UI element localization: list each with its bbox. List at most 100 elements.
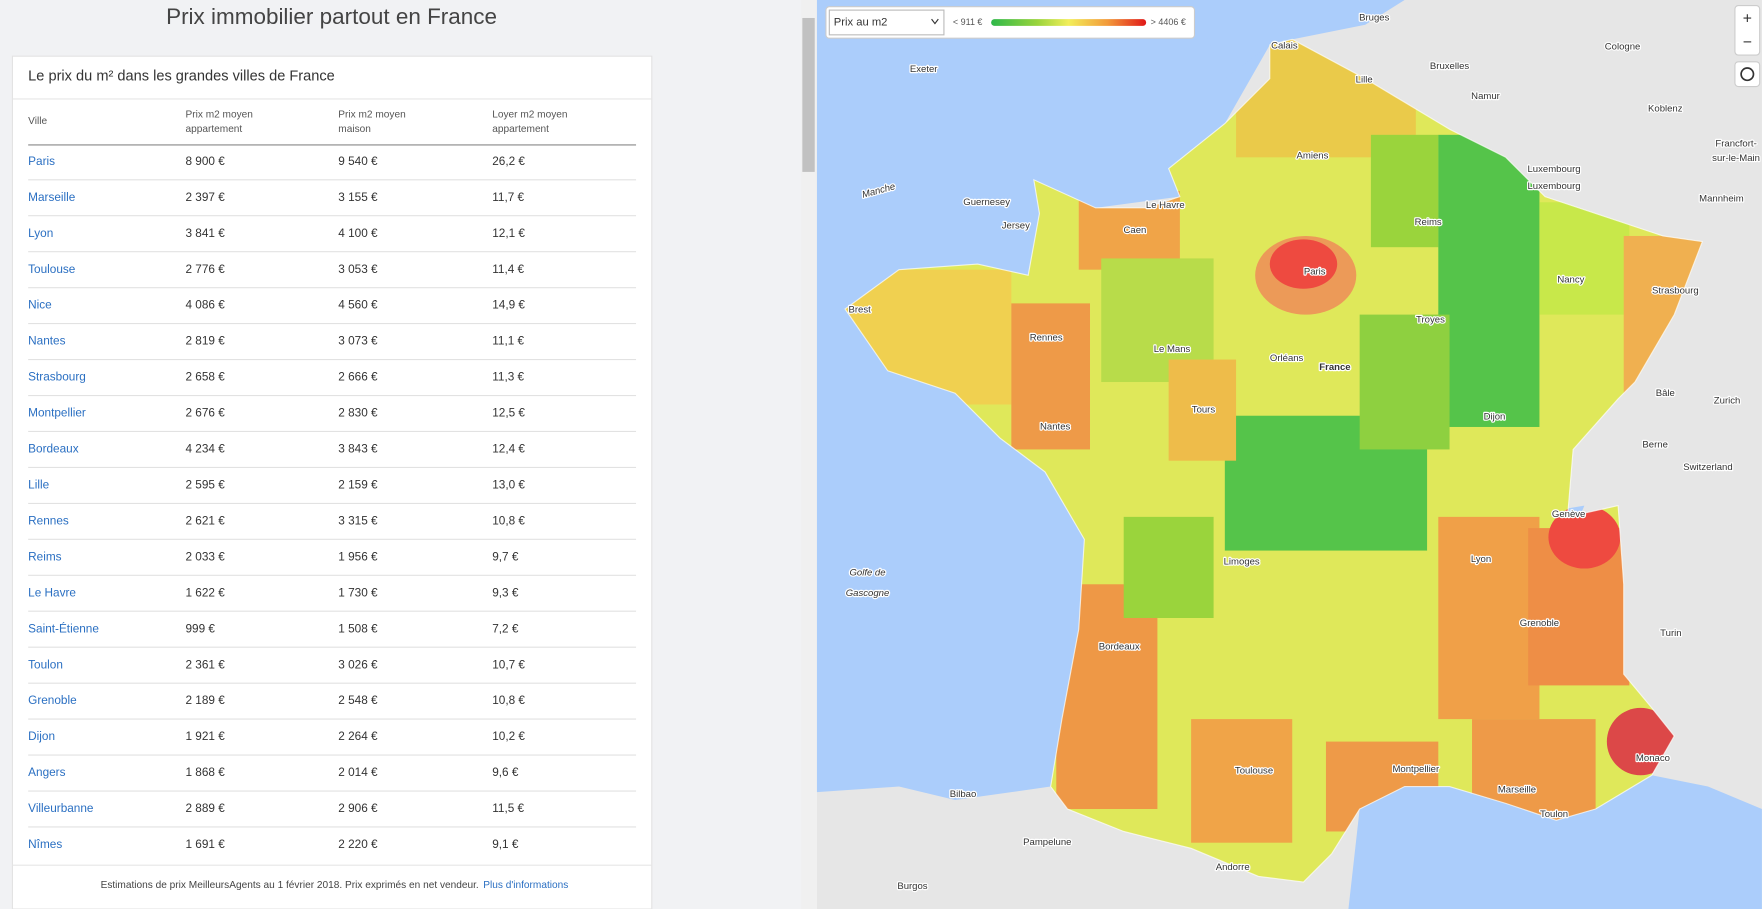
- table-cell: 2 397 €: [185, 191, 225, 204]
- table-cell: 12,5 €: [492, 407, 525, 420]
- table-cell: 9,1 €: [492, 838, 519, 851]
- legend-scale: [991, 19, 1147, 26]
- map-label: Mannheim: [1699, 193, 1744, 204]
- table-cell: 1 508 €: [338, 622, 378, 635]
- map-label: Lyon: [1471, 554, 1491, 565]
- city-link[interactable]: Toulon: [28, 658, 63, 671]
- table-cell: 1 691 €: [185, 838, 225, 851]
- table-cell: 2 264 €: [338, 730, 378, 743]
- table-cell: 2 776 €: [185, 263, 225, 276]
- city-link[interactable]: Lille: [28, 479, 49, 492]
- city-link[interactable]: Bordeaux: [28, 443, 79, 456]
- city-link[interactable]: Toulouse: [28, 263, 76, 276]
- city-link[interactable]: Le Havre: [28, 586, 76, 599]
- table-cell: 3 841 €: [185, 227, 225, 240]
- select[interactable]: [828, 9, 945, 36]
- table-cell: 3 026 €: [338, 658, 378, 671]
- map-label: Turin: [1660, 628, 1681, 639]
- map[interactable]: Bruges Calais Lille Bruxelles Namur Cologne Ko…: [816, 0, 1762, 909]
- table-cell: 10,8 €: [492, 694, 525, 707]
- city-link[interactable]: Rennes: [28, 514, 69, 527]
- legend-max: > 4406 €: [1151, 17, 1186, 27]
- map-label: Bâle: [1656, 388, 1675, 399]
- map-label: Luxembourg: [1528, 181, 1581, 192]
- city-link[interactable]: Villeurbanne: [28, 802, 94, 815]
- table-cell: 13,0 €: [492, 479, 525, 492]
- select-value[interactable]: Prix au m2: [834, 16, 888, 28]
- map-label: Tours: [1192, 405, 1216, 416]
- map-label: Exeter: [910, 64, 938, 75]
- map-label: Toulon: [1540, 809, 1568, 820]
- map-label: Guernesey: [963, 197, 1010, 208]
- city-link[interactable]: Paris: [28, 155, 55, 168]
- footer-note: Estimations de prix MeilleursAgents au 1…: [101, 880, 479, 891]
- city-link[interactable]: Saint-Étienne: [28, 622, 99, 635]
- map-label: Koblenz: [1648, 104, 1683, 115]
- table-cell: 2 906 €: [338, 802, 378, 815]
- table-cell: 2 220 €: [338, 838, 378, 851]
- table-cell: 3 315 €: [338, 514, 378, 527]
- table-cell: 999 €: [185, 622, 215, 635]
- table-cell: 3 053 €: [338, 263, 378, 276]
- table-cell: 11,1 €: [492, 335, 524, 348]
- table-cell: 11,7 €: [492, 191, 524, 204]
- map-label: Jersey: [1002, 220, 1030, 231]
- column-header: Loyer m2 moyen: [492, 109, 567, 120]
- table-cell: 10,7 €: [492, 658, 525, 671]
- table-cell: 2 361 €: [185, 658, 225, 671]
- city-link[interactable]: Strasbourg: [28, 371, 86, 384]
- table-cell: 3 073 €: [338, 335, 378, 348]
- table-cell: 4 234 €: [185, 443, 225, 456]
- map-label: Bilbao: [950, 789, 977, 800]
- map-label: Genève: [1552, 509, 1585, 520]
- table-cell: 26,2 €: [492, 155, 525, 168]
- zoom-in[interactable]: +: [1743, 10, 1752, 27]
- map-label: Troyes: [1416, 315, 1445, 326]
- scrollbar[interactable]: [801, 0, 817, 909]
- select-arrow: [931, 18, 939, 25]
- table-cell: 12,4 €: [492, 443, 525, 456]
- column-header: Prix m2 moyen: [185, 109, 252, 120]
- table-cell: 10,8 €: [492, 514, 525, 527]
- city-link[interactable]: Angers: [28, 766, 65, 779]
- city-link[interactable]: Lyon: [28, 227, 53, 240]
- page-title: Prix immobilier partout en France: [166, 4, 497, 29]
- city-link[interactable]: Dijon: [28, 730, 55, 743]
- table-cell: 9 540 €: [338, 155, 378, 168]
- map-label: Paris: [1304, 266, 1326, 277]
- table-cell: 4 100 €: [338, 227, 378, 240]
- table-cell: 1 921 €: [185, 730, 225, 743]
- map-label: Cologne: [1605, 42, 1641, 53]
- map-label: Calais: [1271, 41, 1298, 52]
- table-cell: 3 843 €: [338, 443, 378, 456]
- map-label: Bordeaux: [1099, 642, 1140, 653]
- city-link[interactable]: Nice: [28, 299, 52, 312]
- city-link[interactable]: Nîmes: [28, 838, 62, 851]
- map-label: Limoges: [1224, 556, 1260, 567]
- table-cell: 1 956 €: [338, 550, 378, 563]
- table-cell: 2 159 €: [338, 479, 378, 492]
- map-label: Le Mans: [1154, 344, 1191, 355]
- city-link[interactable]: Marseille: [28, 191, 76, 204]
- zoom-control: [1734, 5, 1761, 56]
- city-link[interactable]: Grenoble: [28, 694, 77, 707]
- table-cell: 2 666 €: [338, 371, 378, 384]
- table-cell: 2 595 €: [185, 479, 225, 492]
- map-label: Reims: [1415, 217, 1442, 228]
- city-link[interactable]: Montpellier: [28, 407, 86, 420]
- table-cell: 11,4 €: [492, 263, 524, 276]
- footer-link[interactable]: Plus d'informations: [483, 880, 568, 891]
- scroll-thumb[interactable]: [802, 17, 815, 172]
- globe-button[interactable]: [1734, 61, 1761, 88]
- map-label: Gascogne: [846, 588, 890, 599]
- map-label: sur-le-Main: [1712, 153, 1760, 164]
- map-label: Amiens: [1297, 151, 1329, 162]
- city-link[interactable]: Nantes: [28, 335, 65, 348]
- table-cell: 4 086 €: [185, 299, 225, 312]
- city-link[interactable]: Reims: [28, 550, 61, 563]
- map-label: Switzerland: [1683, 462, 1732, 473]
- table-cell: 7,2 €: [492, 622, 519, 635]
- table-cell: 4 560 €: [338, 299, 378, 312]
- zoom-out[interactable]: −: [1743, 34, 1752, 51]
